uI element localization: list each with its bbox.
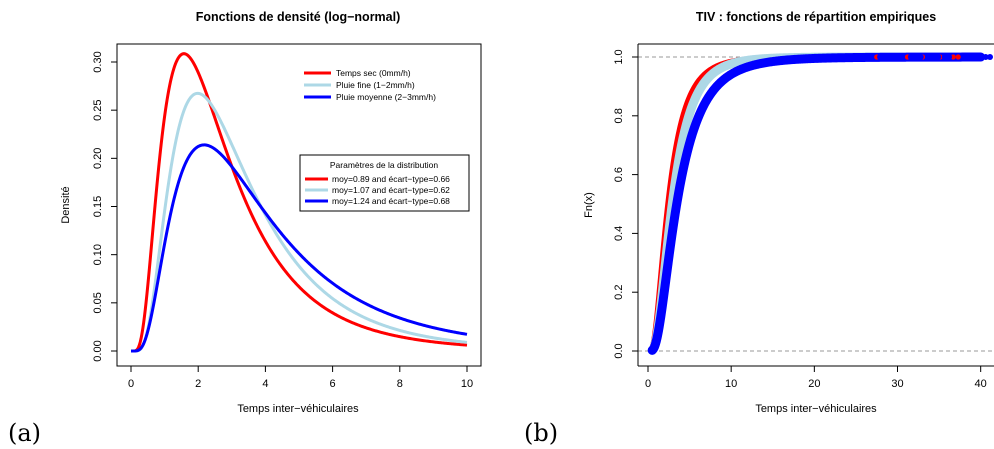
- ecdf-tail-point: [961, 54, 968, 60]
- density-x-tick-label: 4: [262, 378, 268, 390]
- density-chart: Fonctions de densité (log−normal) 0 2 4 6 8 1…: [8, 10, 482, 447]
- ecdf-tail-point: [927, 54, 934, 60]
- ecdf-y-axis: 0.0 0.2 0.4 0.6 0.8 1.0: [613, 49, 639, 359]
- ecdf-curve-3: [647, 52, 986, 355]
- params-legend-label-2: moy=1.07 and écart−type=0.62: [332, 185, 450, 195]
- ecdf-x-axis: 0 10 20 30 40: [645, 366, 987, 390]
- ecdf-x-tick-label: 20: [808, 378, 820, 390]
- density-y-tick-label: 0.10: [92, 244, 104, 265]
- density-x-tick-label: 0: [128, 378, 134, 390]
- ecdf-curves: [647, 52, 993, 355]
- ecdf-tail-point: [877, 54, 884, 60]
- density-x-label: Temps inter−véhiculaires: [237, 403, 359, 415]
- ecdf-tail-point: [897, 54, 904, 60]
- density-curve-1: [131, 52, 468, 353]
- ecdf-tail-point: [845, 54, 852, 60]
- density-x-axis: 0 2 4 6 8 10: [128, 365, 473, 390]
- density-y-tick-label: 0.20: [92, 148, 104, 169]
- ecdf-tail-point: [907, 54, 914, 60]
- ecdf-chart: TIV : fonctions de répartition empirique…: [524, 10, 994, 447]
- ecdf-tail-point: [862, 54, 869, 60]
- params-legend-box: [299, 154, 470, 212]
- density-x-tick-label: 10: [461, 378, 473, 390]
- ecdf-y-tick-label: 0.8: [613, 108, 625, 123]
- ecdf-tail-point: [950, 54, 956, 60]
- density-y-tick-label: 0.15: [92, 196, 104, 217]
- ecdf-y-tick-label: 0.2: [613, 285, 625, 300]
- ecdf-y-label: Fn(x): [583, 192, 595, 218]
- legend-label-3: Pluie moyenne (2−3mm/h): [336, 92, 436, 102]
- ecdf-tail-point: [917, 54, 924, 60]
- params-legend-title: Paramètres de la distribution: [330, 160, 438, 170]
- density-legend-series: Temps sec (0mm/h) Pluie fine (1−2mm/h) Plu…: [304, 68, 436, 102]
- ecdf-tail-point: [935, 54, 942, 60]
- ecdf-y-tick-label: 0.6: [613, 167, 625, 182]
- ecdf-tail-point: [941, 54, 948, 60]
- ecdf-x-tick-label: 10: [725, 378, 737, 390]
- legend-label-2: Pluie fine (1−2mm/h): [336, 80, 415, 90]
- params-legend-label-3: moy=1.24 and écart−type=0.68: [332, 196, 450, 206]
- density-y-tick-label: 0.25: [92, 99, 104, 120]
- legend-label-1: Temps sec (0mm/h): [336, 68, 411, 78]
- ecdf-y-tick-label: 0.0: [613, 343, 625, 358]
- params-legend-label-1: moy=0.89 and écart−type=0.66: [332, 174, 450, 184]
- density-y-axis: 0.00 0.05 0.10 0.15 0.20 0.25 0.30: [92, 51, 118, 362]
- ecdf-chart-title: TIV : fonctions de répartition empirique…: [696, 10, 936, 24]
- density-curve-2: [131, 91, 468, 353]
- ecdf-tail-point: [946, 54, 953, 60]
- ecdf-x-tick-label: 40: [975, 378, 987, 390]
- ecdf-tail-point: [832, 54, 839, 60]
- ecdf-x-tick-label: 30: [891, 378, 903, 390]
- panel-a-label: (a): [8, 419, 41, 447]
- ecdf-x-tick-label: 0: [645, 378, 651, 390]
- ecdf-x-label: Temps inter−véhiculaires: [755, 403, 877, 415]
- ecdf-tail-point: [987, 54, 993, 60]
- ecdf-y-tick-label: 0.4: [613, 226, 625, 241]
- ecdf-tail-point: [982, 54, 989, 60]
- panel-b-label: (b): [524, 419, 558, 447]
- ecdf-tail-point: [955, 54, 961, 60]
- density-x-tick-label: 2: [195, 378, 201, 390]
- density-x-tick-label: 6: [330, 378, 336, 390]
- density-curve-3: [131, 143, 468, 353]
- ecdf-tail-point: [889, 54, 896, 60]
- density-curves: [131, 52, 468, 353]
- density-x-tick-label: 8: [397, 378, 403, 390]
- density-legend-params: Paramètres de la distribution moy=0.89 an…: [299, 154, 470, 212]
- density-y-label: Densité: [60, 186, 72, 223]
- density-y-tick-label: 0.30: [92, 51, 104, 72]
- density-y-tick-label: 0.00: [92, 340, 104, 361]
- ecdf-y-tick-label: 1.0: [613, 49, 625, 64]
- ecdf-tail-point: [969, 54, 976, 60]
- density-y-tick-label: 0.05: [92, 292, 104, 313]
- density-chart-title: Fonctions de densité (log−normal): [196, 10, 401, 24]
